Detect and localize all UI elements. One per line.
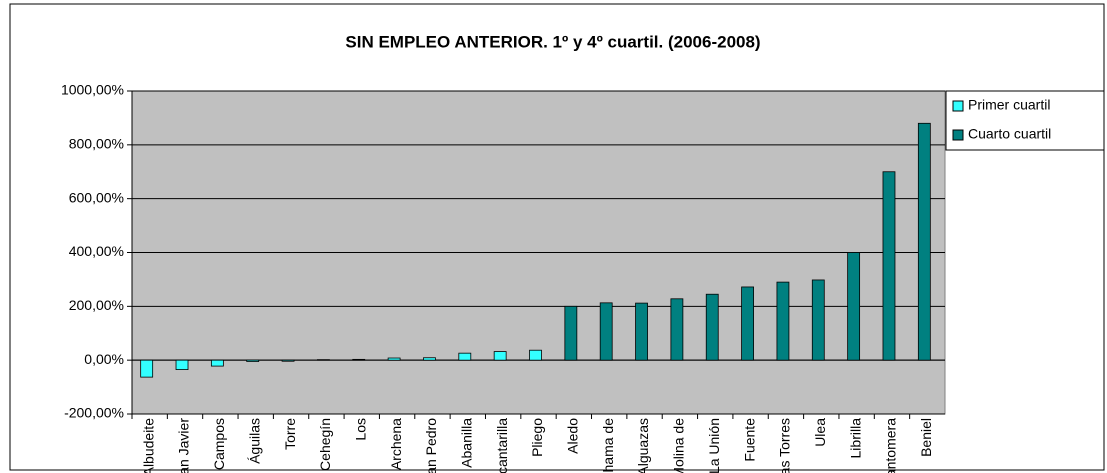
x-tick-label: Albudeite [140,418,156,473]
x-tick-label: Torre [282,418,298,450]
x-tick-label: Las Torres [777,418,793,473]
legend-box [945,90,1105,151]
legend-swatch [952,129,964,141]
bar [670,298,684,361]
bar [529,349,542,361]
bar [387,357,401,361]
x-tick-label: Alcantarilla [494,418,510,473]
bar [423,357,436,361]
bar [564,305,578,361]
bar [776,281,790,361]
x-tick-label: Archena [388,418,404,470]
x-tick-label: San Pedro [423,418,439,473]
bar [811,279,825,361]
bar [493,351,507,361]
bar [917,122,931,361]
x-tick-label: Cehegín [317,418,333,471]
y-tick-label: 200,00% [69,297,124,313]
x-tick-label: Campos [211,418,227,470]
x-tick-label: Fuente [741,418,757,462]
bar [210,359,224,367]
x-tick-label: Águilas [246,418,262,464]
bar [317,359,330,361]
bar [246,359,260,362]
x-tick-label: La Unión [706,418,722,473]
y-tick-label: 0,00% [84,351,124,367]
x-tick-label: San Javier [176,418,192,473]
legend-label: Primer cuartil [968,97,1050,113]
bar [599,302,613,361]
bar [352,358,366,361]
x-tick-label: Librilla [847,418,863,459]
x-tick-label: Los [352,418,368,441]
legend-swatch [952,100,964,112]
bar [140,359,154,378]
bar [847,252,861,361]
legend-label: Cuarto cuartil [968,126,1051,142]
x-tick-label: Alhama de [600,418,616,473]
x-tick-label: Santomera [883,418,899,473]
x-tick-label: Ulea [812,418,828,447]
x-tick-label: Molina de [671,418,687,473]
x-tick-label: Beniel [918,418,934,457]
x-tick-label: Abanilla [459,418,475,468]
y-tick-label: -200,00% [64,405,124,421]
y-tick-label: 600,00% [69,189,124,205]
bar [741,286,754,361]
x-tick-label: Pliego [529,418,545,457]
y-tick-label: 400,00% [69,243,124,259]
bar [705,293,719,361]
bar [882,171,896,361]
x-tick-label: Aledo [565,418,581,454]
bar [458,352,472,361]
y-tick-label: 1000,00% [61,82,124,98]
x-tick-label: Alguazas [635,418,651,473]
chart-title: SIN EMPLEO ANTERIOR. 1º y 4º cuartil. (2… [345,32,760,51]
bar [635,302,648,361]
bar [281,359,295,362]
y-tick-label: 800,00% [69,136,124,152]
bar [175,359,189,370]
